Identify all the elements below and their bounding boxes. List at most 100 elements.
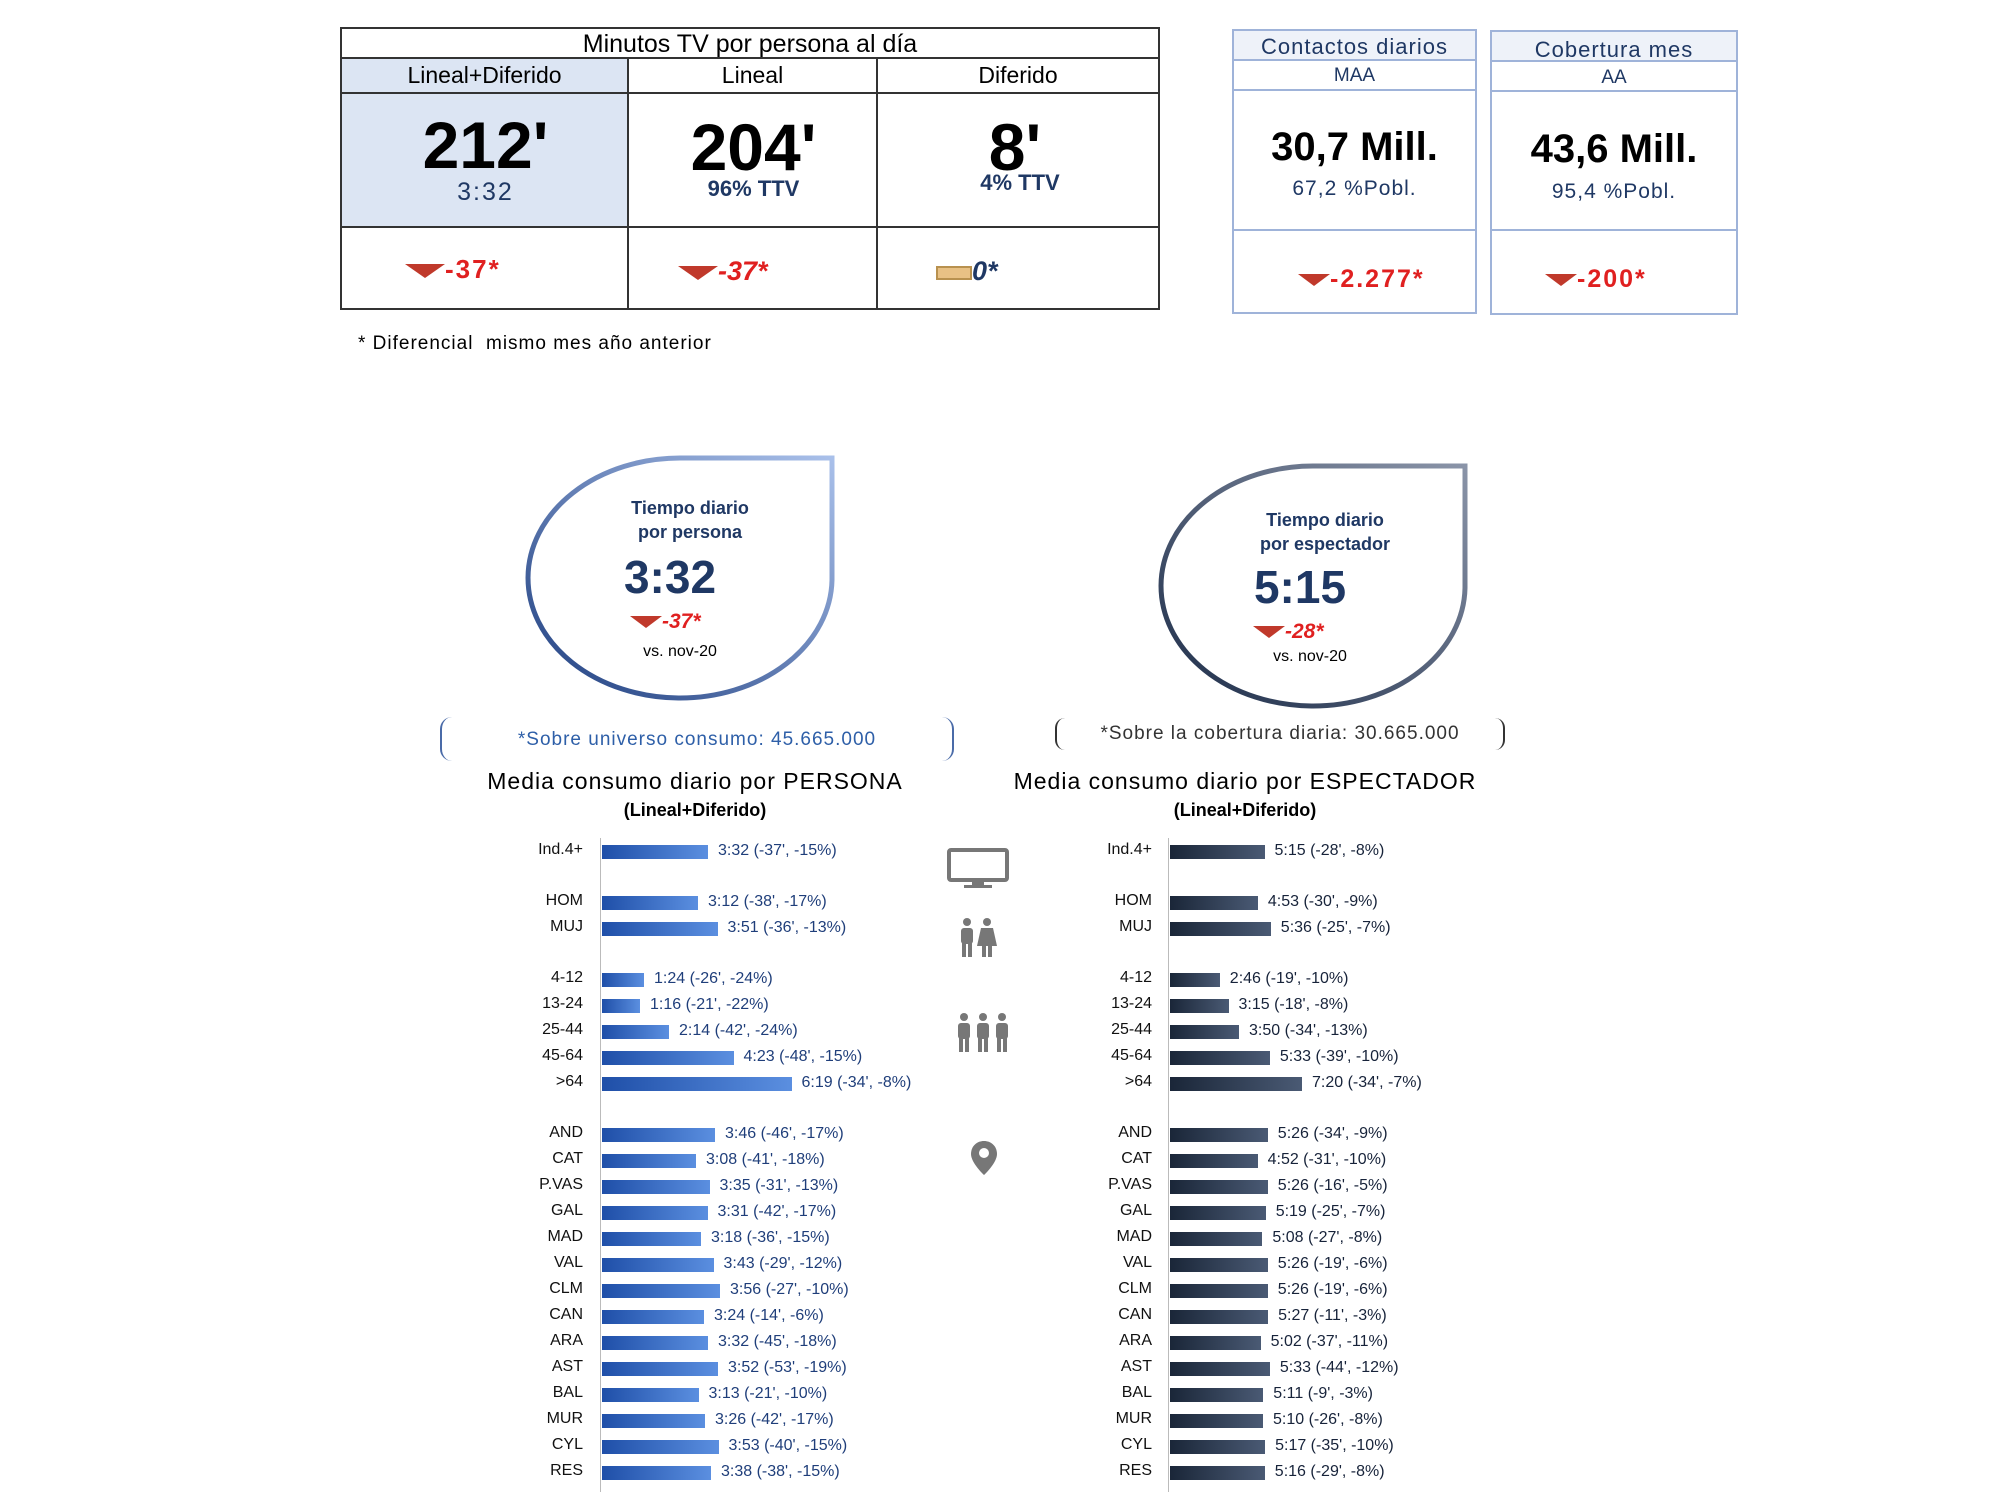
data-label: 3:52 (-53', -19%) [728,1359,847,1376]
category-label: CLM [1118,1280,1152,1297]
category-label: P.VAS [539,1176,583,1193]
bar [602,973,644,987]
bar [602,1284,720,1298]
category-label: CAT [552,1150,583,1167]
value-diferido: 8' [988,110,1042,184]
category-label: 4-12 [550,969,583,986]
data-label: 3:15 (-18', -8%) [1238,996,1349,1013]
drop-persona-title1: Tiempo diario [631,498,749,518]
data-label: 3:26 (-42', -17%) [715,1411,834,1428]
data-label: 5:26 (-19', -6%) [1277,1281,1388,1298]
category-label: 4-12 [1119,969,1152,986]
category-label: GAL [550,1202,583,1219]
data-label: 3:32 (-37', -15%) [718,842,837,859]
down-triangle-icon [630,616,662,629]
bar [602,1077,792,1091]
down-triangle-icon [1253,626,1285,639]
bar [1170,1440,1266,1454]
contactos-card [1232,29,1477,314]
bar [602,1414,705,1428]
cobertura-note: *Sobre la cobertura diaria: 30.665.000 [1100,723,1460,744]
category-label: CYL [1120,1436,1152,1453]
drop-espectador-value: 5:15 [1253,561,1347,613]
category-label: RES [550,1462,583,1479]
category-label: CAN [1118,1306,1152,1323]
delta-diferido: 0* [936,256,998,287]
category-label: AST [1120,1358,1152,1375]
footnote: * Diferencial mismo mes año anterior [358,333,712,354]
data-label: 2:14 (-42', -24%) [679,1022,798,1039]
data-label: 3:50 (-34', -13%) [1249,1022,1368,1039]
drop-persona-title2: por persona [637,522,743,542]
bar [1170,1128,1268,1142]
data-label: 3:38 (-38', -15%) [721,1463,840,1480]
data-label: 3:24 (-14', -6%) [714,1307,824,1324]
bar [1170,1180,1268,1194]
bar [602,1388,699,1402]
cobertura-bracket [1055,718,1505,750]
cobertura-divider [1492,229,1736,231]
bar [602,1128,715,1142]
category-label: 45-64 [1111,1047,1152,1064]
value-lineal: 204' [690,110,817,184]
bar [1170,1051,1270,1065]
chart-espectador-axis [1168,838,1169,1492]
tv-icon [947,848,1009,888]
bar [602,1180,710,1194]
data-label: 3:18 (-36', -15%) [711,1229,830,1246]
sub-diferido: 4% TTV [980,170,1060,195]
delta-lineal-diferido: -37* [405,254,501,285]
cell-lineal-diferido [342,94,629,228]
bar [1170,973,1220,987]
chart-persona-title: Media consumo diario por PERSONA [487,768,903,794]
category-label: MAD [547,1228,583,1245]
category-label: MAD [1116,1228,1152,1245]
cobertura-card [1490,30,1738,315]
data-label: 3:08 (-41', -18%) [706,1151,825,1168]
category-label: RES [1119,1462,1152,1479]
drop-persona-shape [525,455,835,701]
bar [602,896,698,910]
category-label: MUR [1115,1410,1152,1427]
bar [1170,1336,1261,1350]
drop-espectador-title2: por espectador [1259,534,1391,554]
bar [1170,1466,1265,1480]
contactos-sub: MAA [1234,61,1475,91]
data-label: 5:33 (-39', -10%) [1279,1048,1399,1065]
data-label: 5:26 (-16', -5%) [1277,1177,1388,1194]
category-label: ARA [1119,1332,1152,1349]
sub-lineal: 96% TTV [707,176,800,201]
data-label: 5:17 (-35', -10%) [1275,1437,1394,1454]
category-label: >64 [1124,1073,1152,1090]
delta-cell-lineal [629,228,878,308]
bar [1170,896,1258,910]
data-label: 5:08 (-27', -8%) [1272,1229,1383,1246]
data-label: 5:15 (-28', -8%) [1274,842,1385,859]
category-label: MUJ [1119,918,1152,935]
minutos-table [340,27,1160,310]
bar [1170,1077,1302,1091]
universo-bracket [440,717,954,761]
category-label: 13-24 [542,995,583,1012]
bar [1170,1310,1269,1324]
universo-note: *Sobre universo consumo: 45.665.000 [517,729,877,750]
data-label: 4:23 (-48', -15%) [743,1048,863,1065]
drop-espectador-title1: Tiempo diario [1266,510,1384,530]
down-triangle-icon [678,265,718,280]
category-label: AST [551,1358,583,1375]
bar [1170,1154,1258,1168]
category-label: CAT [1121,1150,1152,1167]
bar [1170,1284,1268,1298]
category-label: AND [549,1124,583,1141]
category-label: CAN [549,1306,583,1323]
category-label: GAL [1119,1202,1152,1219]
bar [1170,1206,1266,1220]
bar [1170,845,1265,859]
bar [1170,1388,1264,1402]
data-label: 3:53 (-40', -15%) [728,1437,848,1454]
sub-lineal-diferido: 3:32 [457,178,514,206]
chart-persona-axis [600,838,601,1492]
drop-espectador-vs: vs. nov-20 [1273,648,1347,665]
down-triangle-icon [405,264,445,279]
bar [602,1258,714,1272]
